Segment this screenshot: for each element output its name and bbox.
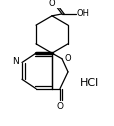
Text: N: N (13, 57, 19, 66)
Text: OH: OH (76, 9, 89, 18)
Text: HCl: HCl (79, 78, 98, 88)
Text: O: O (48, 0, 55, 8)
Text: O: O (56, 102, 63, 111)
Text: O: O (64, 54, 71, 63)
